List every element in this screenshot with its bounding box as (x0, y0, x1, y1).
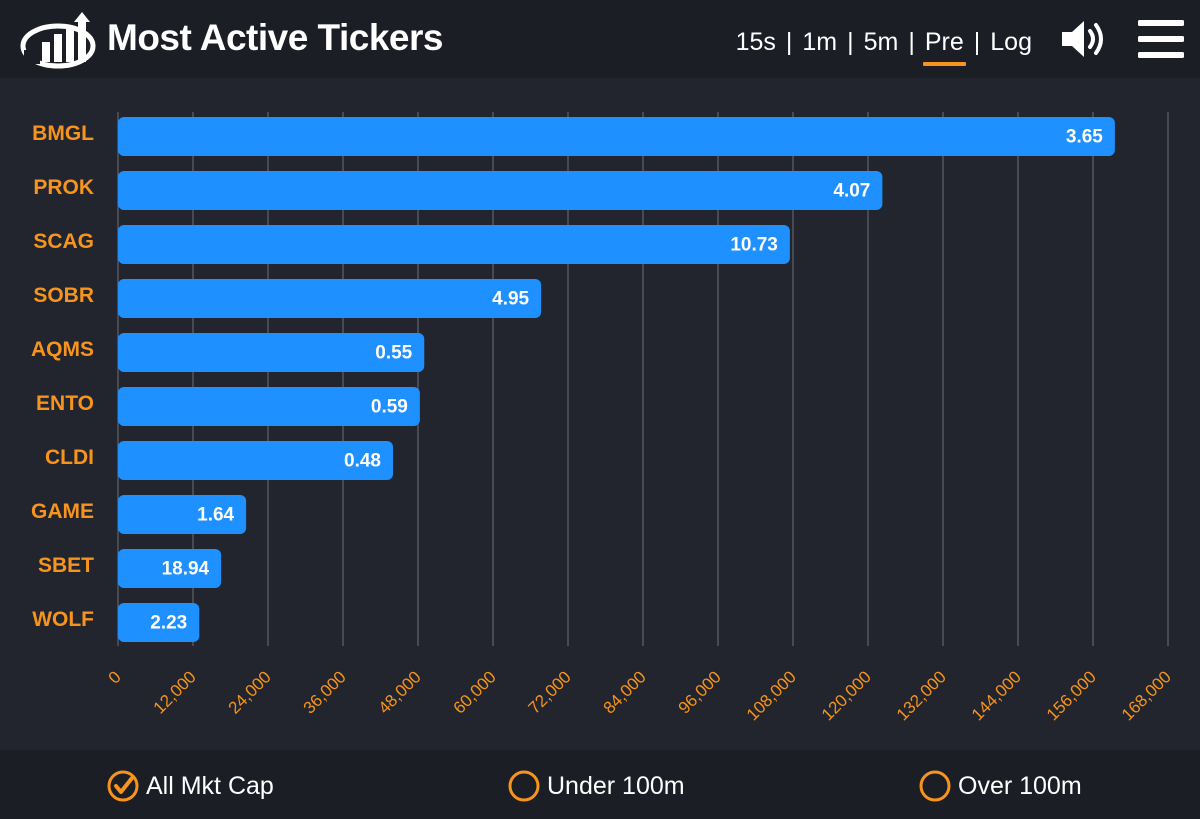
timeframe-separator: | (847, 28, 854, 56)
unchecked-circle-icon (919, 770, 951, 802)
x-tick-label: 0 (105, 667, 125, 687)
bar-chart: 0 12,000 24,000 36,000 48,000 60,000 72,000 84,… (31, 112, 1175, 724)
timeframe-log[interactable]: Log (990, 28, 1032, 56)
x-tick-label: 120,000 (818, 667, 875, 724)
filter-label: Over 100m (958, 771, 1082, 800)
ticker-label: CLDI (45, 446, 94, 469)
bar-value-label: 3.65 (1066, 127, 1103, 148)
ticker-label: SBET (38, 554, 94, 577)
bar-value-label: 1.64 (197, 505, 234, 526)
bar-value-label: 10.73 (730, 235, 778, 256)
filter-all-mkt-cap[interactable]: All Mkt Cap (106, 769, 274, 803)
x-tick-label: 132,000 (893, 667, 950, 724)
ticker-label: GAME (31, 500, 94, 523)
checked-circle-icon (107, 770, 139, 802)
ticker-label: WOLF (32, 608, 94, 631)
x-tick-label: 12,000 (150, 667, 200, 717)
footer-filter-bar: All Mkt Cap Under 100m Over 100m (0, 750, 1200, 819)
timeframe-separator: | (785, 28, 793, 56)
bar (118, 117, 1115, 156)
x-tick-label: 84,000 (600, 667, 650, 717)
bar (118, 441, 393, 480)
x-tick-label: 24,000 (225, 667, 275, 717)
app-title: Most Active Tickers (107, 17, 443, 58)
x-tick-label: 108,000 (743, 667, 800, 724)
bar-value-label: 4.95 (492, 289, 529, 310)
hamburger-menu-icon[interactable] (1138, 18, 1184, 60)
x-tick-label: 48,000 (375, 667, 425, 717)
chart-area: 0 12,000 24,000 36,000 48,000 60,000 72,000 84,… (0, 78, 1200, 750)
x-tick-label: 36,000 (300, 667, 350, 717)
bar-value-label: 18.94 (162, 559, 210, 580)
x-tick-label: 168,000 (1118, 667, 1175, 724)
ticker-label: SCAG (33, 230, 94, 253)
bar-chart-logo-icon[interactable] (20, 12, 100, 70)
bar (118, 171, 883, 210)
bar-value-label: 4.07 (833, 181, 870, 202)
x-tick-label: 60,000 (450, 667, 500, 717)
ticker-label: AQMS (31, 338, 94, 361)
timeframe-selector: 15s | 1m | 5m | Pre | Log (734, 22, 1034, 66)
timeframe-separator: | (908, 28, 915, 56)
header-bar: Most Active Tickers 15s | 1m | 5m | Pre … (0, 0, 1200, 78)
ticker-label: ENTO (36, 392, 94, 415)
bar (118, 333, 425, 372)
timeframe-pre[interactable]: Pre (922, 24, 966, 66)
x-tick-label: 144,000 (968, 667, 1025, 724)
timeframe-15s[interactable]: 15s (735, 28, 776, 56)
unchecked-circle-icon (508, 770, 540, 802)
timeframe-5m[interactable]: 5m (863, 28, 899, 56)
ticker-label: SOBR (33, 284, 94, 307)
filter-label: Under 100m (547, 771, 685, 800)
filter-label: All Mkt Cap (146, 771, 274, 800)
bar (118, 279, 542, 318)
bar-value-label: 0.55 (375, 343, 412, 364)
speaker-icon[interactable] (1060, 17, 1108, 61)
bar (118, 387, 420, 426)
bar-value-label: 0.48 (344, 451, 381, 472)
bar (118, 225, 790, 264)
timeframe-separator: | (973, 28, 981, 56)
bar (118, 549, 222, 588)
bar-value-label: 2.23 (150, 613, 187, 634)
x-tick-label: 96,000 (675, 667, 725, 717)
bar-value-label: 0.59 (371, 397, 408, 418)
x-tick-label: 156,000 (1043, 667, 1100, 724)
x-tick-label: 72,000 (525, 667, 575, 717)
timeframe-1m[interactable]: 1m (802, 28, 838, 56)
ticker-label: BMGL (32, 122, 94, 145)
filter-under-100m[interactable]: Under 100m (507, 769, 685, 803)
filter-over-100m[interactable]: Over 100m (918, 769, 1082, 803)
bar (118, 495, 247, 534)
bar (118, 603, 200, 642)
ticker-label: PROK (33, 176, 94, 199)
